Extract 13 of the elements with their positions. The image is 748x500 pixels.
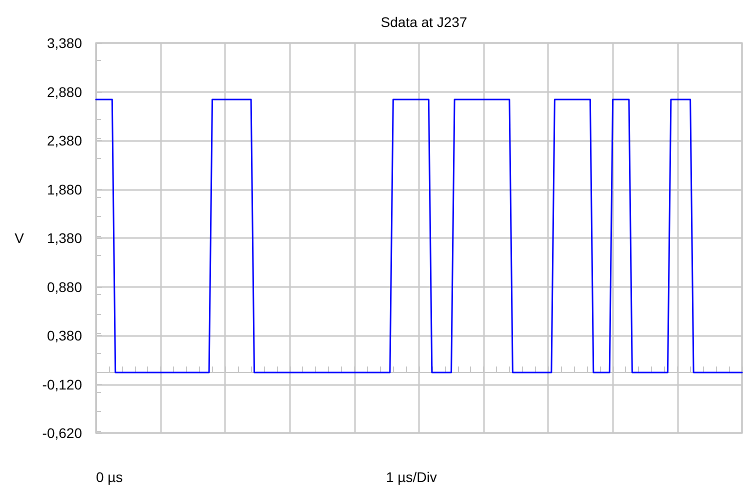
chart-title: Sdata at J237 bbox=[380, 14, 468, 30]
y-tick-label: -0,120 bbox=[42, 376, 82, 392]
y-tick-label: 0,380 bbox=[46, 328, 82, 344]
y-tick-label: 3,380 bbox=[46, 35, 82, 51]
y-tick-label: 1,880 bbox=[46, 181, 82, 198]
y-tick-label: -0,620 bbox=[42, 425, 82, 441]
y-tick-label: 0,880 bbox=[46, 278, 82, 295]
y-tick-label: 1,380 bbox=[46, 230, 82, 246]
x-axis-title: 1 µs/Div bbox=[386, 469, 437, 485]
y-axis-title: V bbox=[14, 230, 25, 246]
text: 0 µs bbox=[96, 469, 123, 485]
y-tick-label: 2,880 bbox=[46, 84, 82, 100]
y-tick-label: 2,380 bbox=[46, 132, 82, 148]
